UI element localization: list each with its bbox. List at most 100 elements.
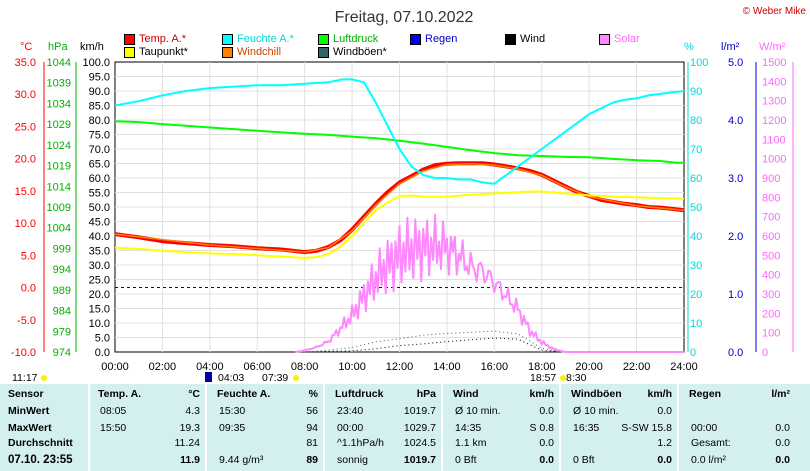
table-cell-label: 08:05 bbox=[100, 405, 127, 417]
solar-tick-label: 200 bbox=[762, 308, 780, 320]
pressure-tick-label: 1019 bbox=[47, 161, 71, 173]
table-cell-value: 1.2 bbox=[657, 437, 672, 449]
pressure-tick-label: 979 bbox=[53, 326, 71, 338]
humidity-tick-label: 20 bbox=[690, 289, 702, 301]
chart-axes: 35.0 30.0 25.0 20.0 15.0 10.0 5.0 0.0 -5.0 -10.0 1… bbox=[11, 57, 794, 373]
row-label-avg: Durchschnitt bbox=[8, 437, 73, 449]
solar-tick-label: 600 bbox=[762, 231, 780, 243]
rain-tick-label: 0.0 bbox=[728, 347, 743, 359]
table-cell-value: 0.0 bbox=[775, 454, 790, 466]
table-cell-value: 94 bbox=[306, 422, 318, 434]
legend-swatch bbox=[318, 33, 329, 45]
table-cell-label: 15:30 bbox=[219, 405, 246, 417]
table-cell-value: 1019.7 bbox=[403, 405, 436, 417]
solar-tick-label: 300 bbox=[762, 289, 780, 301]
x-tick-label: 04:00 bbox=[196, 361, 224, 373]
table-col-header: Luftdruck bbox=[335, 388, 384, 400]
temp-tick-label: -5.0 bbox=[17, 315, 36, 327]
solar-tick-label: 100 bbox=[762, 328, 780, 340]
rain-tick-label: 2.0 bbox=[728, 231, 743, 243]
table-cell-label: 15:50 bbox=[100, 422, 127, 434]
table-cell-value: S-SW 15.8 bbox=[621, 422, 672, 434]
humidity-tick-label: 100 bbox=[690, 57, 708, 69]
legend-label: Windchill bbox=[237, 46, 282, 58]
solar-tick-label: 1000 bbox=[762, 154, 786, 166]
marker-left-time: 11:17 bbox=[12, 372, 38, 383]
solar-tick-label: 1300 bbox=[762, 96, 786, 108]
wind-tick-label: 40.0 bbox=[89, 231, 110, 243]
x-tick-label: 12:00 bbox=[386, 361, 414, 373]
table-cell-label: Ø 10 min. bbox=[573, 405, 619, 417]
weather-chart: Freitag, 07.10.2022 © Weber Mike °C hPa … bbox=[11, 6, 807, 383]
table-col-unit: km/h bbox=[529, 388, 554, 400]
legend-label: Luftdruck bbox=[333, 33, 379, 45]
table-cell-value: 0.0 bbox=[775, 437, 790, 449]
unit-wind: km/h bbox=[80, 41, 104, 53]
x-tick-label: 02:00 bbox=[149, 361, 177, 373]
table-cell-value: 1024.5 bbox=[403, 437, 436, 449]
marker-moon: 8:30 bbox=[566, 372, 587, 383]
wind-tick-label: 100.0 bbox=[82, 57, 110, 69]
unit-humidity: % bbox=[684, 41, 694, 53]
table-cell-value: 0.0 bbox=[657, 454, 672, 466]
table-cell-value: 81 bbox=[306, 437, 318, 449]
legend-item: Windchill bbox=[222, 46, 281, 58]
wind-tick-label: 80.0 bbox=[89, 115, 110, 127]
legend-item: Windböen* bbox=[318, 46, 387, 58]
legend-swatch bbox=[222, 33, 233, 45]
wind-tick-label: 10.0 bbox=[89, 318, 110, 330]
row-label-current: 07.10. 23:55 bbox=[8, 454, 73, 466]
pressure-tick-label: 1014 bbox=[47, 181, 71, 193]
humidity-tick-label: 50 bbox=[690, 202, 702, 214]
humidity-tick-label: 60 bbox=[690, 173, 702, 185]
temp-tick-label: 20.0 bbox=[15, 154, 36, 166]
pressure-tick-label: 1039 bbox=[47, 78, 71, 90]
temp-tick-label: 10.0 bbox=[15, 218, 36, 230]
copyright-text: © Weber Mike bbox=[743, 6, 807, 17]
temp-tick-label: 25.0 bbox=[15, 121, 36, 133]
pressure-tick-label: 994 bbox=[53, 264, 71, 276]
marker-sunset: 18:57 bbox=[530, 372, 556, 383]
table-cell-label: 0.0 l/m² bbox=[691, 454, 727, 466]
temp-tick-label: 15.0 bbox=[15, 186, 36, 198]
table-cell-label: 00:00 bbox=[691, 422, 718, 434]
wind-tick-label: 85.0 bbox=[89, 101, 110, 113]
table-cell-label: 9.44 g/m³ bbox=[219, 454, 264, 466]
legend-label: Regen bbox=[425, 33, 458, 45]
temp-tick-label: 5.0 bbox=[21, 250, 36, 262]
solar-tick-label: 500 bbox=[762, 250, 780, 262]
pressure-tick-label: 1044 bbox=[47, 57, 71, 69]
table-col-header: Windböen bbox=[571, 388, 622, 400]
temp-tick-label: 35.0 bbox=[15, 57, 36, 69]
stats-table: Sensor MinWert MaxWert Durchschnitt 07.1… bbox=[0, 384, 810, 471]
x-tick-label: 22:00 bbox=[623, 361, 651, 373]
sun-icon bbox=[41, 375, 47, 381]
table-cell-value: 0.0 bbox=[539, 437, 554, 449]
table-cell-value: 11.9 bbox=[180, 454, 200, 466]
series-feuchtea bbox=[114, 78, 685, 185]
pressure-tick-label: 1024 bbox=[47, 140, 71, 152]
solar-tick-label: 1400 bbox=[762, 76, 786, 88]
legend-item: Temp. A.* bbox=[124, 33, 186, 45]
x-tick-label: 20:00 bbox=[575, 361, 603, 373]
table-col-header: Temp. A. bbox=[98, 388, 142, 400]
x-tick-label: 16:00 bbox=[481, 361, 509, 373]
table-cell-value: 4.3 bbox=[185, 405, 200, 417]
rain-tick-label: 5.0 bbox=[728, 57, 743, 69]
table-col-unit: km/h bbox=[647, 388, 672, 400]
wind-tick-label: 65.0 bbox=[89, 159, 110, 171]
x-tick-label: 18:00 bbox=[528, 361, 556, 373]
temp-tick-label: -10.0 bbox=[11, 347, 36, 359]
pressure-tick-label: 984 bbox=[53, 306, 71, 318]
table-col-header: Feuchte A. bbox=[217, 388, 271, 400]
table-cell-value: 0.0 bbox=[775, 422, 790, 434]
legend-item: Luftdruck bbox=[318, 33, 378, 45]
pressure-tick-label: 974 bbox=[53, 347, 71, 359]
pressure-tick-label: 1029 bbox=[47, 119, 71, 131]
table-col-unit: l/m² bbox=[771, 388, 790, 400]
table-cell-label: 14:35 bbox=[455, 422, 482, 434]
humidity-tick-label: 30 bbox=[690, 260, 702, 272]
sun-icon bbox=[293, 375, 299, 381]
wind-tick-label: 25.0 bbox=[89, 275, 110, 287]
pressure-tick-label: 989 bbox=[53, 285, 71, 297]
